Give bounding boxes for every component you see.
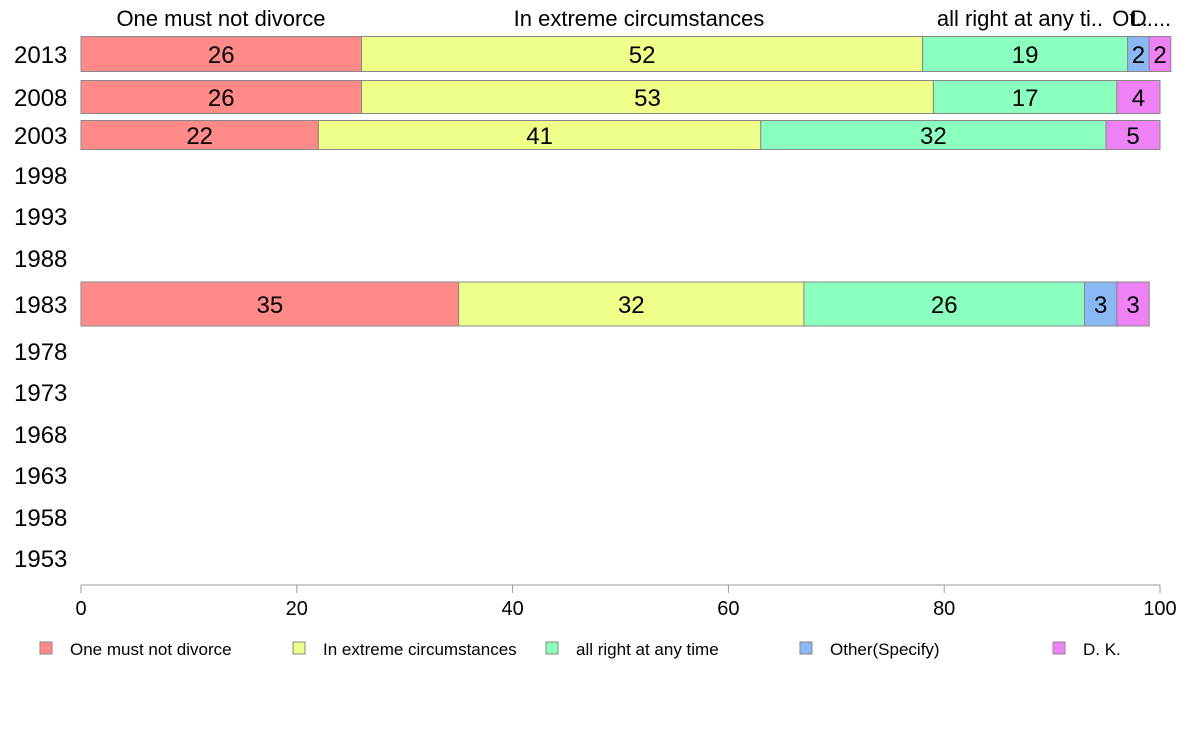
legend-label: In extreme circumstances xyxy=(323,640,517,659)
bar-segment xyxy=(1116,281,1150,327)
category-label: 2003 xyxy=(14,123,67,150)
bar-value-label: 26 xyxy=(208,42,235,69)
category-label: 1953 xyxy=(14,546,67,573)
legend-swatch xyxy=(1052,641,1066,655)
legend-swatch xyxy=(799,641,813,655)
bar-value-label: 19 xyxy=(1012,42,1039,69)
x-tick-label: 0 xyxy=(75,598,86,620)
legend-swatch xyxy=(39,641,53,655)
bar-value-label: 53 xyxy=(634,85,661,112)
bar-value-label: 22 xyxy=(186,123,213,150)
legend-label: all right at any time xyxy=(576,640,719,659)
bar-segment xyxy=(80,80,363,114)
category-label: 1958 xyxy=(14,505,67,532)
legend-swatch xyxy=(545,641,559,655)
bar-value-label: 35 xyxy=(256,292,283,319)
bar-value-label: 3 xyxy=(1126,292,1139,319)
bar-segment xyxy=(803,281,1085,327)
bar-value-label: 2 xyxy=(1132,42,1145,69)
bar-value-label: 4 xyxy=(1132,85,1145,112)
bar-segment xyxy=(1083,281,1118,327)
bar-value-label: 2 xyxy=(1153,42,1166,69)
bar-segment xyxy=(80,36,363,72)
category-label: 1988 xyxy=(14,246,67,273)
category-label: 2013 xyxy=(14,42,67,69)
bar-value-label: 5 xyxy=(1126,123,1139,150)
bar-segment xyxy=(458,281,805,327)
series-top-label: In extreme circumstances xyxy=(514,6,765,31)
x-tick-label: 100 xyxy=(1143,598,1176,620)
category-label: 1978 xyxy=(14,339,67,366)
category-label: 1968 xyxy=(14,422,67,449)
bar-segment xyxy=(932,80,1118,114)
bar-value-label: 3 xyxy=(1094,292,1107,319)
series-top-label: One must not divorce xyxy=(116,6,325,31)
bar-segment xyxy=(80,120,319,150)
bar-value-label: 17 xyxy=(1012,85,1039,112)
bar-value-label: 32 xyxy=(920,123,947,150)
bar-value-label: 41 xyxy=(526,123,553,150)
bar-value-label: 26 xyxy=(208,85,235,112)
series-top-label: Ot.. xyxy=(1112,6,1147,31)
x-tick-label: 60 xyxy=(717,598,739,620)
bar-value-label: 26 xyxy=(931,292,958,319)
bar-segment xyxy=(922,36,1129,72)
bar-segment xyxy=(1116,80,1161,114)
category-label: 1998 xyxy=(14,163,67,190)
legend-label: D. K. xyxy=(1083,640,1121,659)
bar-segment xyxy=(760,120,1107,150)
x-tick-label: 40 xyxy=(501,598,523,620)
x-tick-label: 80 xyxy=(933,598,955,620)
legend-label: One must not divorce xyxy=(70,640,232,659)
bar-segment xyxy=(1148,36,1172,72)
legend-swatch xyxy=(292,641,306,655)
category-label: 2008 xyxy=(14,85,67,112)
bar-value-label: 52 xyxy=(629,42,656,69)
category-label: 1973 xyxy=(14,380,67,407)
category-label: 1993 xyxy=(14,204,67,231)
category-label: 1983 xyxy=(14,292,67,319)
series-top-label: all right at any ti.. xyxy=(937,6,1103,31)
x-tick-label: 20 xyxy=(286,598,308,620)
bar-segment xyxy=(361,36,924,72)
bar-value-label: 32 xyxy=(618,292,645,319)
category-label: 1963 xyxy=(14,463,67,490)
bar-segment xyxy=(361,80,934,114)
bar-segment xyxy=(317,120,762,150)
bar-segment xyxy=(1105,120,1161,150)
legend-label: Other(Specify) xyxy=(830,640,940,659)
series-top-label: D.... xyxy=(1131,6,1171,31)
